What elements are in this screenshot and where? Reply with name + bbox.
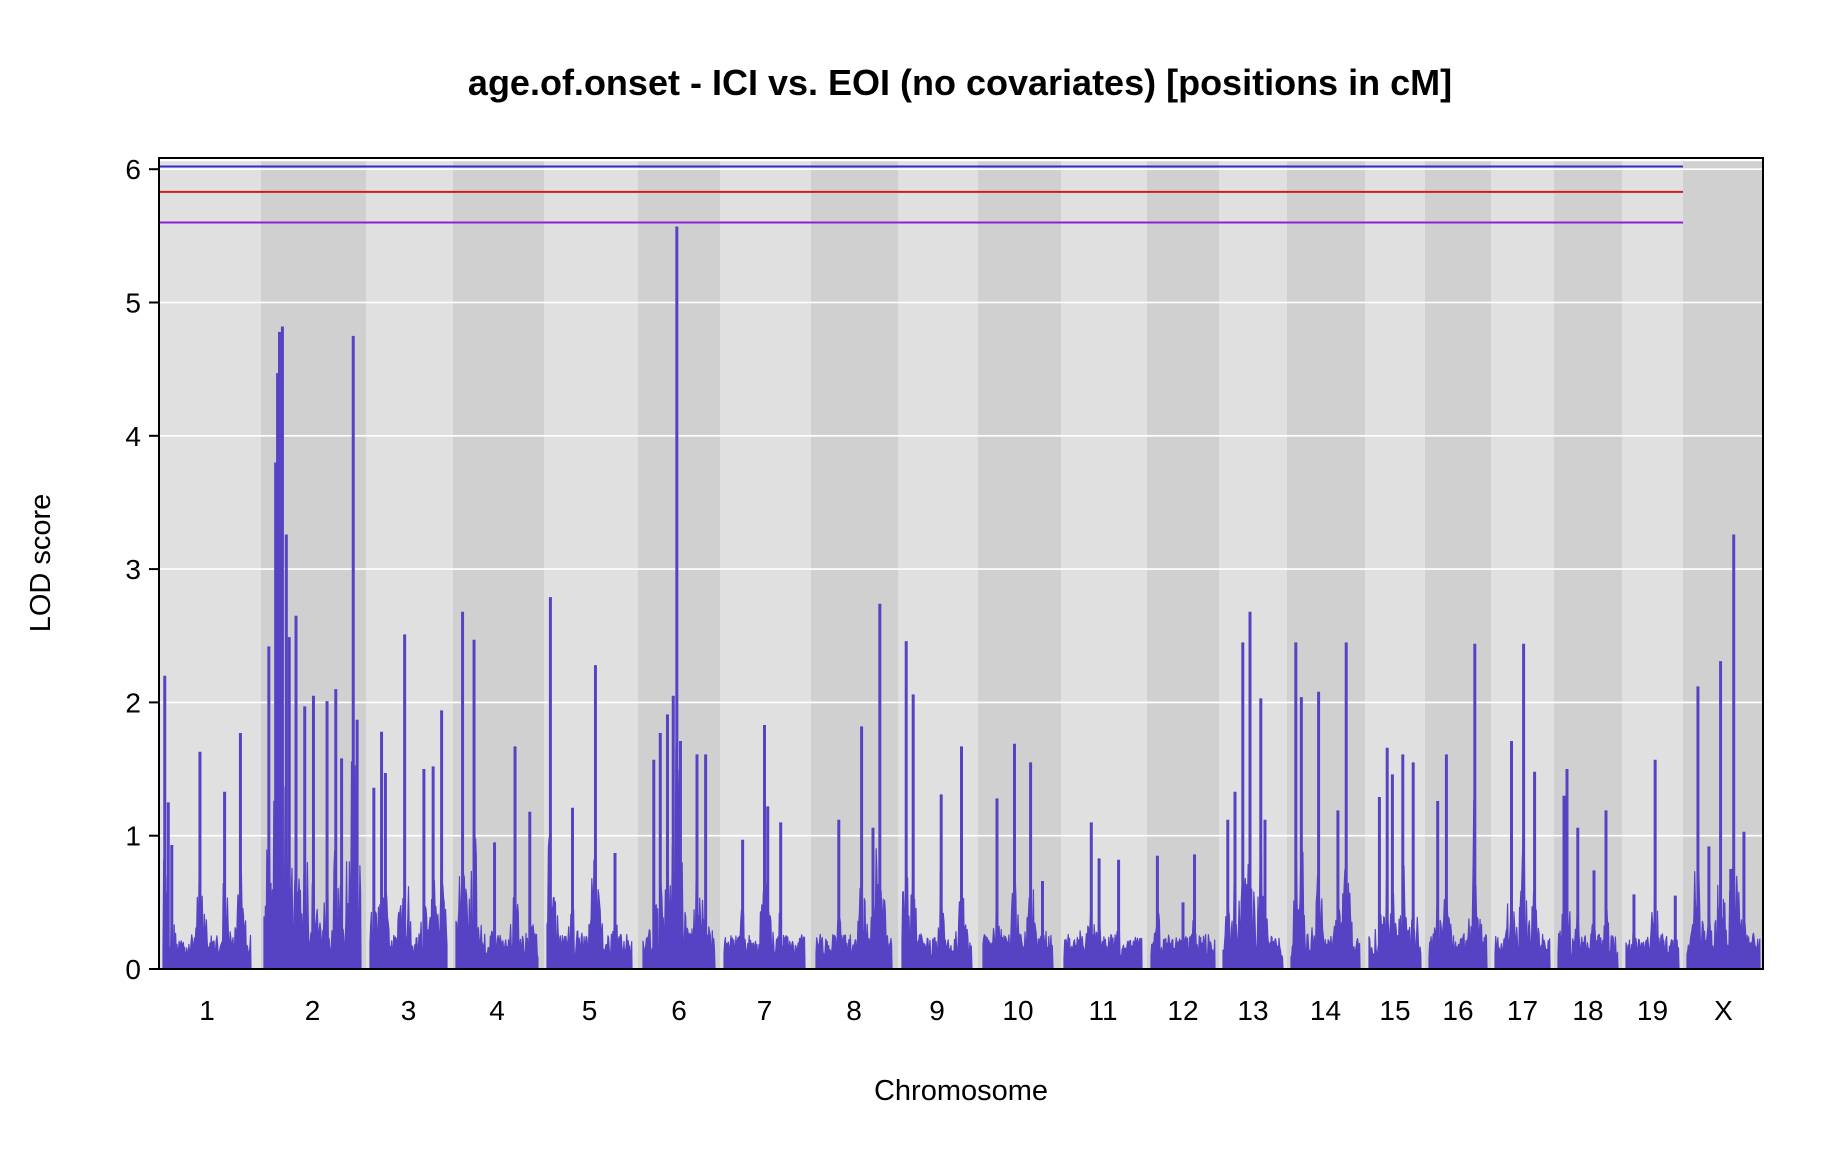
chromosome-band-16 bbox=[1425, 161, 1491, 969]
chromosome-band-13 bbox=[1219, 161, 1287, 969]
y-tick-label-2: 2 bbox=[125, 687, 141, 718]
y-tick-label-0: 0 bbox=[125, 954, 141, 985]
y-axis-ticks: 0 1 2 3 4 5 6 bbox=[125, 154, 159, 985]
chromosome-band-14 bbox=[1287, 161, 1365, 969]
threshold-lines bbox=[159, 165, 1683, 224]
x-tick-label-15: 15 bbox=[1379, 995, 1410, 1026]
chromosome-band-11 bbox=[1061, 161, 1147, 969]
chromosome-band-9 bbox=[898, 161, 978, 969]
chromosome-band-12 bbox=[1147, 161, 1219, 969]
x-tick-label-11: 11 bbox=[1088, 995, 1117, 1026]
chromosome-band-15 bbox=[1365, 161, 1425, 969]
lod-trace-chr-11 bbox=[1063, 911, 1143, 970]
x-tick-label-14: 14 bbox=[1310, 995, 1341, 1026]
x-tick-label-8: 8 bbox=[846, 995, 862, 1026]
x-tick-label-1: 1 bbox=[199, 995, 215, 1026]
chromosome-band-X bbox=[1683, 161, 1763, 969]
x-tick-label-9: 9 bbox=[929, 995, 945, 1026]
x-tick-label-5: 5 bbox=[582, 995, 598, 1026]
x-tick-label-13: 13 bbox=[1237, 995, 1268, 1026]
x-tick-label-19: 19 bbox=[1637, 995, 1668, 1026]
chart-title: age.of.onset - ICI vs. EOI (no covariate… bbox=[468, 62, 1452, 103]
x-tick-label-X: X bbox=[1714, 995, 1733, 1026]
y-tick-label-5: 5 bbox=[125, 288, 141, 319]
x-tick-label-7: 7 bbox=[757, 995, 773, 1026]
x-tick-label-6: 6 bbox=[671, 995, 687, 1026]
plot-frame bbox=[158, 157, 1764, 970]
x-tick-label-17: 17 bbox=[1507, 995, 1538, 1026]
x-axis-label: Chromosome bbox=[874, 1075, 1048, 1107]
chromosome-band-10 bbox=[978, 161, 1061, 969]
lod-trace-chr-13 bbox=[1222, 851, 1284, 970]
chromosome-band-3 bbox=[366, 161, 453, 969]
lod-trace-chr-4 bbox=[455, 838, 539, 970]
lod-trace-chr-5 bbox=[546, 837, 633, 970]
y-tick-label-3: 3 bbox=[125, 554, 141, 585]
chromosome-band-1 bbox=[159, 161, 261, 969]
x-axis-labels: 1 2 3 4 5 6 7 8 9 10 11 12 13 14 15 16 17 18 19 X bbox=[199, 995, 1733, 1026]
chromosome-band-5 bbox=[544, 161, 638, 969]
y-tick-label-1: 1 bbox=[125, 821, 141, 852]
x-tick-label-10: 10 bbox=[1002, 995, 1033, 1026]
chromosome-band-19 bbox=[1622, 161, 1683, 969]
y-tick-label-4: 4 bbox=[125, 421, 141, 452]
x-tick-label-4: 4 bbox=[489, 995, 505, 1026]
y-tick-label-6: 6 bbox=[125, 154, 141, 185]
chromosome-band-8 bbox=[811, 161, 898, 969]
chromosome-bands bbox=[159, 161, 1763, 969]
x-tick-label-2: 2 bbox=[305, 995, 321, 1026]
x-tick-label-12: 12 bbox=[1167, 995, 1198, 1026]
y-axis-label: LOD score bbox=[25, 494, 57, 633]
x-tick-label-16: 16 bbox=[1442, 995, 1473, 1026]
x-tick-label-3: 3 bbox=[401, 995, 417, 1026]
lod-trace bbox=[162, 226, 1761, 970]
x-tick-label-18: 18 bbox=[1572, 995, 1603, 1026]
